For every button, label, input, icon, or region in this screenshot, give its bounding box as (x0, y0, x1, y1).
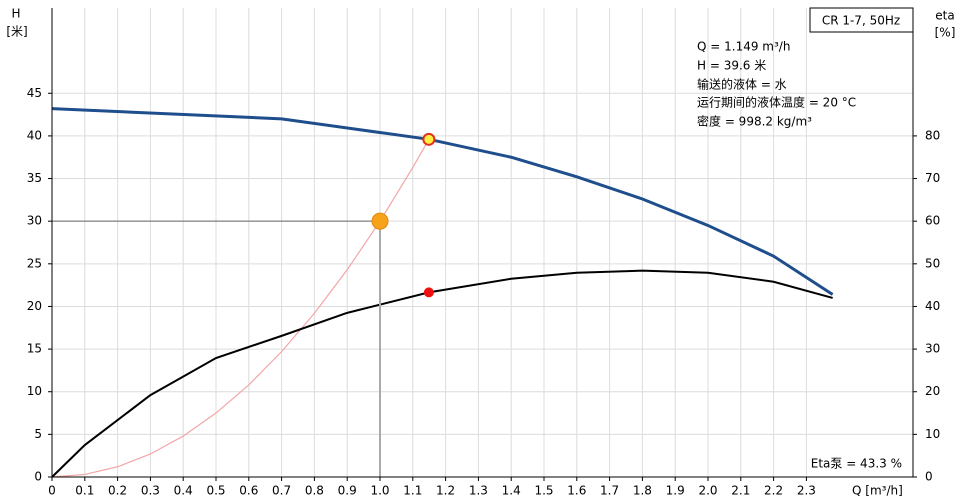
y2-tick-label: 0 (925, 470, 933, 484)
x-tick-label: 1.8 (633, 484, 652, 498)
x-tick-label: 1.3 (469, 484, 488, 498)
info-line: Q = 1.149 m³/h (697, 40, 790, 54)
y-tick-label: 15 (27, 342, 42, 356)
x-tick-label: 0 (48, 484, 56, 498)
y-tick-label: 5 (34, 427, 42, 441)
y2-tick-label: 70 (925, 171, 940, 185)
y2-tick-label: 60 (925, 214, 940, 228)
x-tick-label: 2.3 (797, 484, 816, 498)
x-tick-label: 1.4 (502, 484, 521, 498)
y-tick-label: 40 (27, 128, 42, 142)
y-axis-label: H (11, 7, 20, 21)
y-axis-unit: [米] (6, 25, 27, 39)
x-tick-label: 1.0 (370, 484, 389, 498)
x-tick-label: 1.6 (567, 484, 586, 498)
y2-tick-label: 80 (925, 128, 940, 142)
point-marker (423, 287, 434, 298)
y2-tick-label: 10 (925, 427, 940, 441)
y2-axis-label: eta (935, 9, 954, 23)
y-tick-label: 20 (27, 299, 42, 313)
y2-tick-label: 20 (925, 384, 940, 398)
chart-title: CR 1-7, 50Hz (822, 14, 900, 28)
info-line: 运行期间的液体温度 = 20 °C (697, 95, 856, 110)
x-tick-label: 0.1 (75, 484, 94, 498)
y2-axis-unit: [%] (935, 26, 956, 40)
x-tick-label: 1.1 (403, 484, 422, 498)
y2-tick-label: 30 (925, 342, 940, 356)
x-tick-label: 2.0 (698, 484, 717, 498)
y2-tick-label: 50 (925, 256, 940, 270)
x-tick-label: 2.1 (731, 484, 750, 498)
x-tick-label: 0.3 (141, 484, 160, 498)
x-tick-label: 1.5 (534, 484, 553, 498)
x-tick-label: 1.9 (666, 484, 685, 498)
y-tick-label: 25 (27, 256, 42, 270)
x-tick-label: 1.7 (600, 484, 619, 498)
eta-label: Eta泵 = 43.3 % (811, 457, 902, 471)
point-marker (371, 212, 389, 230)
y-tick-label: 10 (27, 384, 42, 398)
x-tick-label: 0.4 (174, 484, 193, 498)
info-line: 输送的液体 = 水 (697, 77, 787, 92)
y2-tick-label: 40 (925, 299, 940, 313)
info-line: 密度 = 998.2 kg/m³ (697, 114, 812, 129)
title-box (809, 7, 914, 33)
point-marker (422, 132, 436, 146)
x-tick-label: 0.8 (305, 484, 324, 498)
info-line: H = 39.6 米 (697, 59, 766, 73)
y-tick-label: 45 (27, 86, 42, 100)
plot-area (52, 8, 913, 477)
curve (51, 107, 834, 296)
x-axis-label: Q [m³/h] (852, 484, 903, 498)
y-tick-label: 30 (27, 214, 42, 228)
x-tick-label: 0.7 (272, 484, 291, 498)
x-tick-label: 0.9 (338, 484, 357, 498)
x-tick-label: 2.2 (764, 484, 783, 498)
x-tick-label: 0.6 (239, 484, 258, 498)
x-tick-label: 0.2 (108, 484, 127, 498)
y-tick-label: 0 (34, 470, 42, 484)
x-tick-label: 1.2 (436, 484, 455, 498)
y-tick-label: 35 (27, 171, 42, 185)
x-tick-label: 0.5 (206, 484, 225, 498)
curves (51, 107, 834, 478)
